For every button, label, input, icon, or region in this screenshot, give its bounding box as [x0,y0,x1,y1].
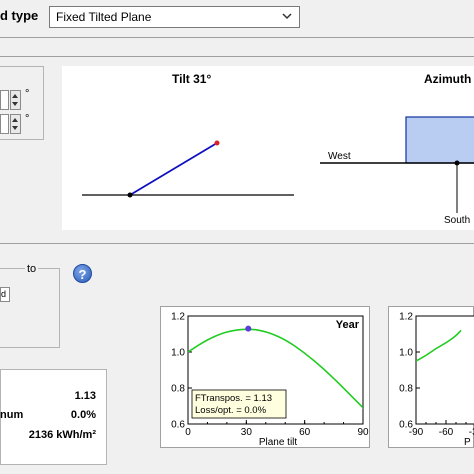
field-type-select[interactable]: Fixed Tilted Plane [49,6,300,28]
azimuth-plot-panel: 0.6 0.8 1.0 1.2 -90 -60 -30P [388,306,474,448]
x-axis-label: Plane tilt [259,437,298,448]
y-tick-label: 1.2 [399,312,413,323]
optimum-marker [245,325,252,332]
azimuth-input[interactable] [0,114,9,134]
azimuth-degree-symbol: ° [25,113,30,125]
tilt-plane-line [129,142,218,196]
tilt-spinner[interactable] [10,90,21,110]
x-tick-label: 60 [299,427,311,438]
field-type-label: d type [0,8,39,23]
tilt-pivot-point [127,192,133,198]
annotation-transposition: FTranspos. = 1.13 [195,393,272,404]
azimuth-title: Azimuth [424,72,471,86]
help-icon[interactable]: ? [73,264,92,283]
optimization-group-title: to [25,263,39,275]
section-separator [0,56,474,57]
annotation-box [191,389,287,419]
y-tick-label: 1.2 [171,312,185,323]
annotation-loss: Loss/opt. = 0.0% [195,405,267,416]
y-tick-label: 0.8 [171,384,185,395]
azimuth-center-point [454,160,460,166]
south-label: South [444,215,470,226]
field-type-value: Fixed Tilted Plane [56,10,152,24]
irradiation-value: 2136 kWh/m² [28,429,96,441]
spin-down-icon [12,102,18,106]
orientation-group [0,66,44,140]
loss-value: 0.0% [70,409,96,421]
orientation-drawing-panel: Tilt 31° Azimuth West South [62,66,474,230]
optimization-separator [0,243,474,244]
results-box [0,369,107,465]
optimization-option-input[interactable]: d [0,287,10,302]
west-label: West [328,151,351,162]
spin-down-icon [12,126,18,130]
spin-up-icon [12,118,18,122]
spin-up-icon [12,94,18,98]
x-tick-label: -30 [469,427,474,438]
x-tick-label: -60 [439,427,454,438]
x-tick-label: -90 [409,427,424,438]
loss-label: num [0,409,24,421]
azimuth-plane-rect [405,116,474,164]
tilt-plot-panel: 0.6 0.8 1.0 1.2 0 30 60 90 Plane tilt Year FTransp… [160,306,370,448]
tilt-plot: 0.6 0.8 1.0 1.2 0 30 60 90 Plane tilt Year FTransp… [171,312,369,449]
tilt-title: Tilt 31° [172,72,211,86]
tilt-degree-symbol: ° [25,88,30,100]
plot-frame [415,315,474,425]
tilt-end-point [214,140,220,146]
azimuth-plot: 0.6 0.8 1.0 1.2 -90 -60 -30P [399,312,474,448]
azimuth-spinner[interactable] [10,114,21,134]
x-tick-label: 90 [357,427,369,438]
header-separator [0,37,474,38]
series-line [188,328,363,409]
x-tick-label: 0 [185,427,191,438]
orientation-drawing: Tilt 31° Azimuth West South [82,72,474,226]
y-tick-label: 0.8 [399,384,413,395]
x-tick-label: 30 [241,427,253,438]
optimization-group [0,268,60,348]
plot-title: Year [336,319,360,331]
y-tick-label: 1.0 [399,348,413,359]
series-line [416,329,462,362]
x-axis-label: P [464,437,471,448]
y-tick-label: 0.6 [171,420,185,431]
y-tick-label: 0.6 [399,420,413,431]
chevron-down-icon [282,13,292,20]
y-tick-label: 1.0 [171,348,185,359]
transposition-factor-value: 1.13 [74,390,96,402]
tilt-input[interactable] [0,90,9,110]
